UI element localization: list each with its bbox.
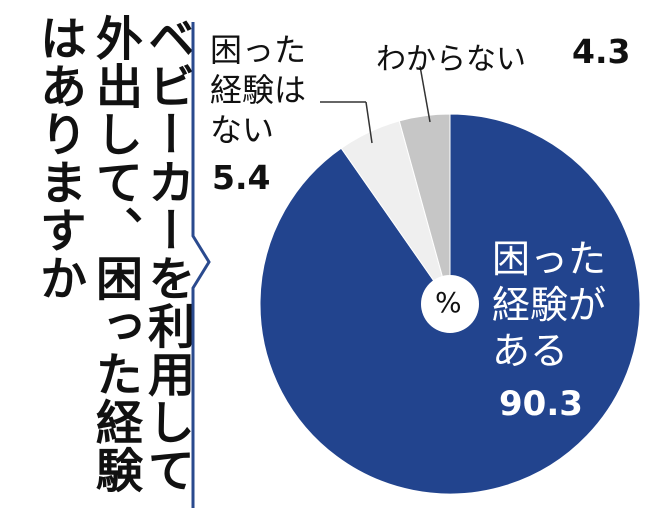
slice-label-unknown: わからない <box>376 42 526 77</box>
slice-label-no: 困った 経験は ない <box>210 30 306 150</box>
slice-label-no-line-1: 困った <box>210 31 307 69</box>
leader-line-no-trouble-drop <box>365 101 373 144</box>
slice-value-no: 5.4 <box>212 158 271 197</box>
center-percent-label: % <box>435 286 462 319</box>
slice-value-yes: 90.3 <box>499 384 583 424</box>
slice-label-no-line-3: ない <box>210 111 275 149</box>
slice-value-unknown: 4.3 <box>572 32 631 71</box>
slice-label-yes-line-2: 経験が <box>492 283 607 327</box>
slice-label-yes-line-1: 困った <box>492 237 607 281</box>
center-badge <box>421 275 479 333</box>
leader-line-unknown <box>419 65 431 123</box>
title-line-2: 外出して、困った経験 <box>87 14 142 494</box>
slice-label-yes: 困った 経験が ある <box>492 236 606 374</box>
title-line-1: ベビーカーを利用して <box>139 14 194 494</box>
slice-label-yes-line-3: ある <box>492 329 569 373</box>
title-line-3: はありますか <box>31 14 86 302</box>
pie-slice-unknown <box>398 113 451 305</box>
slice-label-no-line-2: 経験は <box>210 71 307 109</box>
